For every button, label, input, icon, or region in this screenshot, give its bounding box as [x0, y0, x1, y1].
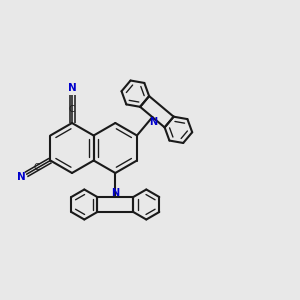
Text: N: N	[111, 188, 119, 198]
Text: N: N	[149, 117, 158, 127]
Text: N: N	[68, 83, 76, 93]
Text: C: C	[69, 104, 75, 113]
Text: N: N	[17, 172, 26, 182]
Text: C: C	[33, 163, 39, 172]
